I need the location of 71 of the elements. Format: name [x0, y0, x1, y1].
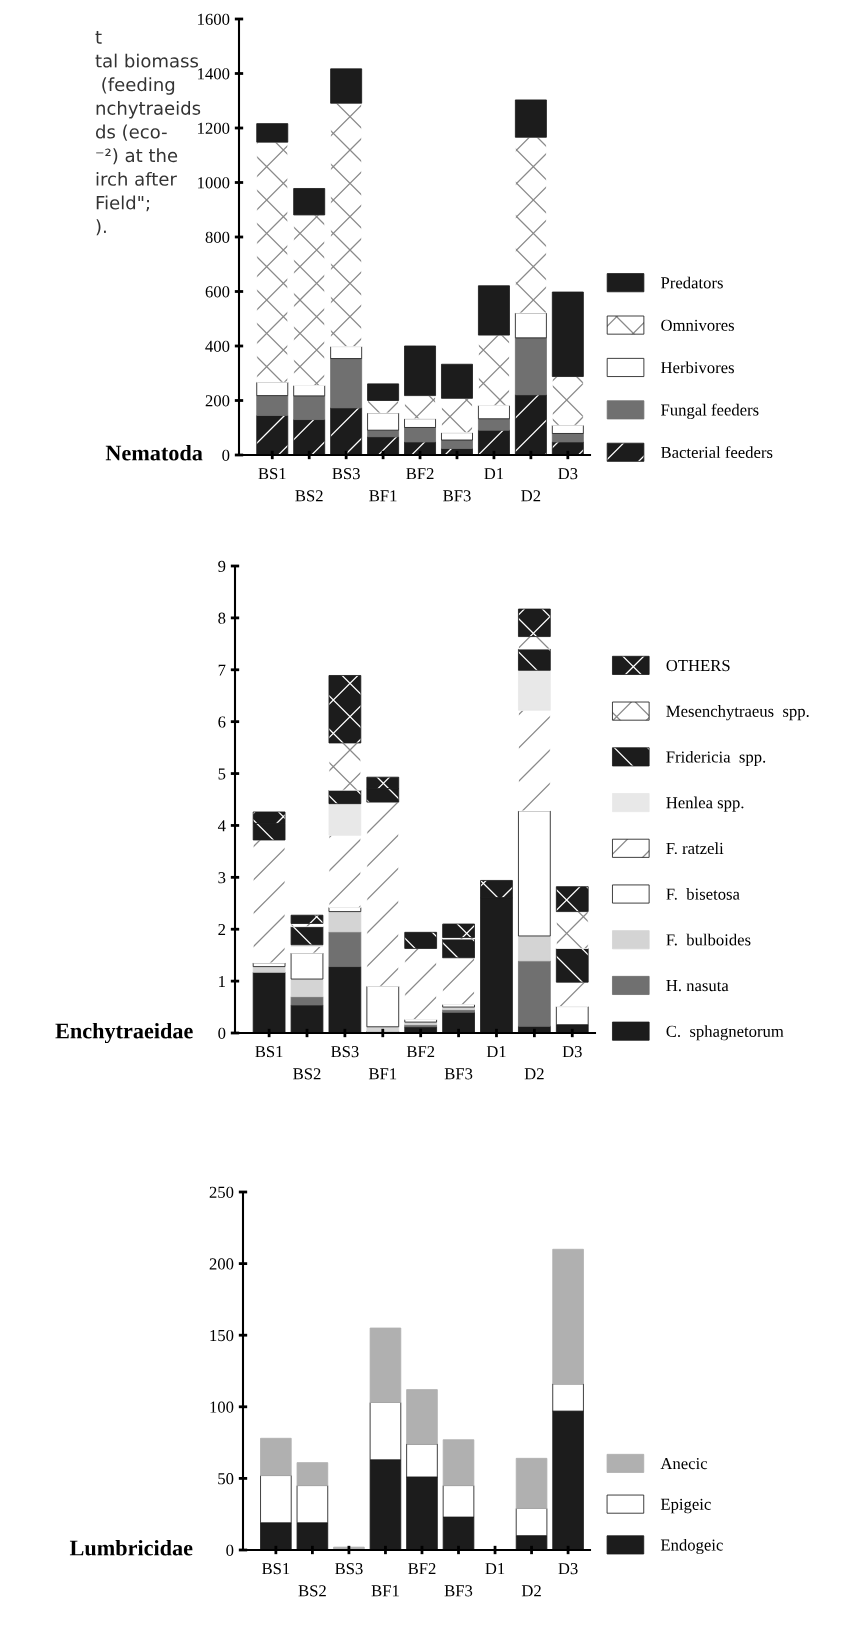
x-tick-label: BS3 [331, 1046, 359, 1058]
legend-label: Epigeic [660, 1498, 711, 1514]
legend-label: Mesenchytraeus spp. [666, 705, 809, 721]
y-tick-label: 9 [218, 560, 226, 572]
y-tick-label: 7 [218, 664, 226, 676]
x-tick-label: D3 [558, 468, 578, 480]
x-tick-label: BS3 [335, 1563, 363, 1575]
x-tick-label: D2 [521, 1585, 541, 1597]
y-tick-label: 1200 [198, 122, 230, 134]
y-tick-label: 50 [218, 1473, 234, 1485]
y-tick-label: 0 [226, 1544, 234, 1556]
legend-label: C. sphagnetorum [666, 1025, 784, 1041]
x-tick-label: BF3 [443, 490, 471, 502]
x-tick-label: BF1 [369, 490, 397, 502]
legend-label: Predators [661, 276, 723, 289]
x-tick-label: BS2 [295, 490, 323, 502]
x-tick-label: BS2 [293, 1068, 321, 1080]
y-tick-label: 5 [218, 768, 226, 780]
x-tick-label: D1 [486, 1046, 506, 1058]
x-tick-label: BS2 [298, 1585, 326, 1597]
text: Lumbricidae [69, 1539, 193, 1556]
y-tick-label: 1 [219, 975, 225, 987]
y-tick-label: 1400 [198, 68, 230, 80]
text: Enchytraeidae [55, 1022, 193, 1044]
y-tick-label: 250 [209, 1186, 234, 1198]
y-tick-label: 4 [217, 820, 226, 832]
x-tick-label: D1 [484, 468, 504, 480]
legend-label: F. bisetosa [666, 888, 740, 900]
x-tick-label: BF1 [371, 1585, 399, 1597]
x-tick-label: BF3 [444, 1068, 473, 1080]
y-tick-label: 3 [218, 872, 226, 884]
legend-label: Fungal feeders [661, 403, 759, 420]
legend-label: F. bulboides [666, 933, 751, 946]
x-tick-label: D1 [485, 1563, 505, 1575]
x-tick-label: BF3 [444, 1585, 473, 1597]
y-tick-label: 200 [205, 395, 230, 407]
y-tick-label: 2 [218, 923, 226, 935]
x-tick-label: D3 [562, 1046, 582, 1058]
legend-label: OTHERS [666, 659, 730, 672]
x-tick-label: BS1 [255, 1046, 283, 1058]
legend-label: Anecic [660, 1457, 708, 1470]
y-tick-label: 600 [205, 286, 230, 298]
x-tick-label: BS1 [261, 1563, 290, 1575]
legend-label: H. nasuta [666, 980, 729, 992]
legend-label: Bacterial feeders [661, 446, 773, 459]
legend-label: Endogeic [660, 1538, 723, 1555]
legend-label: Herbivores [661, 361, 734, 374]
legend-label: Henlea spp. [666, 796, 744, 812]
y-tick-label: 200 [209, 1258, 234, 1270]
x-tick-label: D3 [558, 1563, 578, 1575]
x-tick-label: BS1 [258, 468, 286, 480]
x-tick-label: BF2 [408, 1563, 436, 1575]
y-tick-label: 8 [218, 612, 226, 624]
y-tick-label: 0 [218, 1027, 226, 1039]
x-tick-label: BF2 [406, 1046, 435, 1058]
text: Nematoda [105, 444, 203, 461]
y-tick-label: 400 [205, 340, 230, 352]
x-tick-label: D2 [524, 1068, 544, 1080]
y-tick-label: 150 [210, 1329, 234, 1342]
x-tick-label: BF2 [406, 468, 434, 480]
y-tick-label: 1600 [198, 13, 230, 25]
y-tick-label: 800 [205, 231, 230, 243]
legend-label: Omnivores [661, 319, 734, 331]
x-tick-label: D2 [521, 490, 541, 502]
legend-label: Fridericia spp. [666, 750, 766, 766]
y-tick-label: 100 [210, 1401, 234, 1413]
y-tick-label: 0 [222, 449, 230, 461]
legend-label: F. ratzeli [666, 842, 724, 855]
x-tick-label: BF1 [368, 1068, 397, 1080]
y-tick-label: 6 [218, 716, 226, 728]
x-tick-label: BS3 [332, 468, 360, 480]
